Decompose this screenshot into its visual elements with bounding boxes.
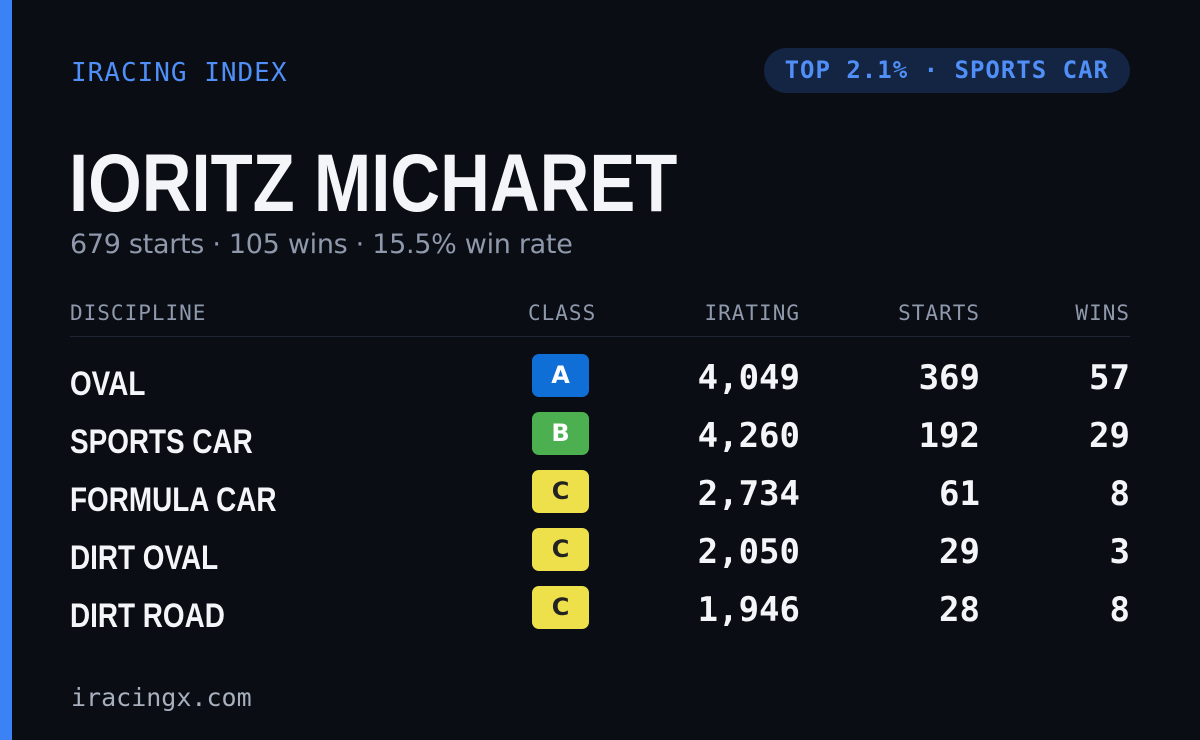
wins-value: 8 bbox=[1109, 474, 1130, 514]
starts-value: 192 bbox=[918, 416, 980, 456]
table-row: OVAL A 4,049 369 57 bbox=[70, 352, 1130, 410]
starts-value: 369 bbox=[918, 358, 980, 398]
license-class-badge: B bbox=[532, 412, 589, 455]
irating-value: 2,050 bbox=[697, 532, 800, 572]
driver-name: IORITZ MICHARET bbox=[69, 138, 678, 229]
irating-value: 1,946 bbox=[697, 590, 800, 630]
site-url[interactable]: iracingx.com bbox=[71, 683, 252, 712]
license-class-badge: A bbox=[532, 354, 589, 397]
table-row: DIRT ROAD C 1,946 28 8 bbox=[70, 584, 1130, 642]
column-header-discipline: DISCIPLINE bbox=[70, 301, 207, 325]
column-header-wins: WINS bbox=[1075, 301, 1130, 325]
table-row: DIRT OVAL C 2,050 29 3 bbox=[70, 526, 1130, 584]
table-header: DISCIPLINE CLASS IRATING STARTS WINS bbox=[70, 300, 1130, 337]
wins-value: 29 bbox=[1089, 416, 1130, 456]
wins-value: 57 bbox=[1089, 358, 1130, 398]
license-class-badge: C bbox=[532, 586, 589, 629]
table-row: FORMULA CAR C 2,734 61 8 bbox=[70, 468, 1130, 526]
discipline-name: OVAL bbox=[70, 365, 146, 403]
column-header-irating: IRATING bbox=[704, 301, 800, 325]
table-row: SPORTS CAR B 4,260 192 29 bbox=[70, 410, 1130, 468]
starts-value: 29 bbox=[939, 532, 980, 572]
starts-value: 61 bbox=[939, 474, 980, 514]
discipline-table: OVAL A 4,049 369 57 SPORTS CAR B 4,260 1… bbox=[70, 352, 1130, 642]
irating-value: 4,049 bbox=[697, 358, 800, 398]
discipline-name: DIRT OVAL bbox=[70, 539, 219, 577]
starts-value: 28 bbox=[939, 590, 980, 630]
accent-bar bbox=[0, 0, 12, 740]
discipline-name: SPORTS CAR bbox=[70, 423, 253, 461]
column-header-starts: STARTS bbox=[898, 301, 980, 325]
irating-value: 2,734 bbox=[697, 474, 800, 514]
brand-label: IRACING INDEX bbox=[71, 58, 288, 88]
discipline-name: DIRT ROAD bbox=[70, 597, 225, 635]
percentile-badge: TOP 2.1% · SPORTS CAR bbox=[763, 48, 1130, 93]
wins-value: 8 bbox=[1109, 590, 1130, 630]
wins-value: 3 bbox=[1109, 532, 1130, 572]
discipline-name: FORMULA CAR bbox=[70, 481, 277, 519]
irating-value: 4,260 bbox=[697, 416, 800, 456]
license-class-badge: C bbox=[532, 470, 589, 513]
license-class-badge: C bbox=[532, 528, 589, 571]
column-header-class: CLASS bbox=[528, 301, 597, 325]
driver-summary: 679 starts · 105 wins · 15.5% win rate bbox=[70, 229, 573, 260]
